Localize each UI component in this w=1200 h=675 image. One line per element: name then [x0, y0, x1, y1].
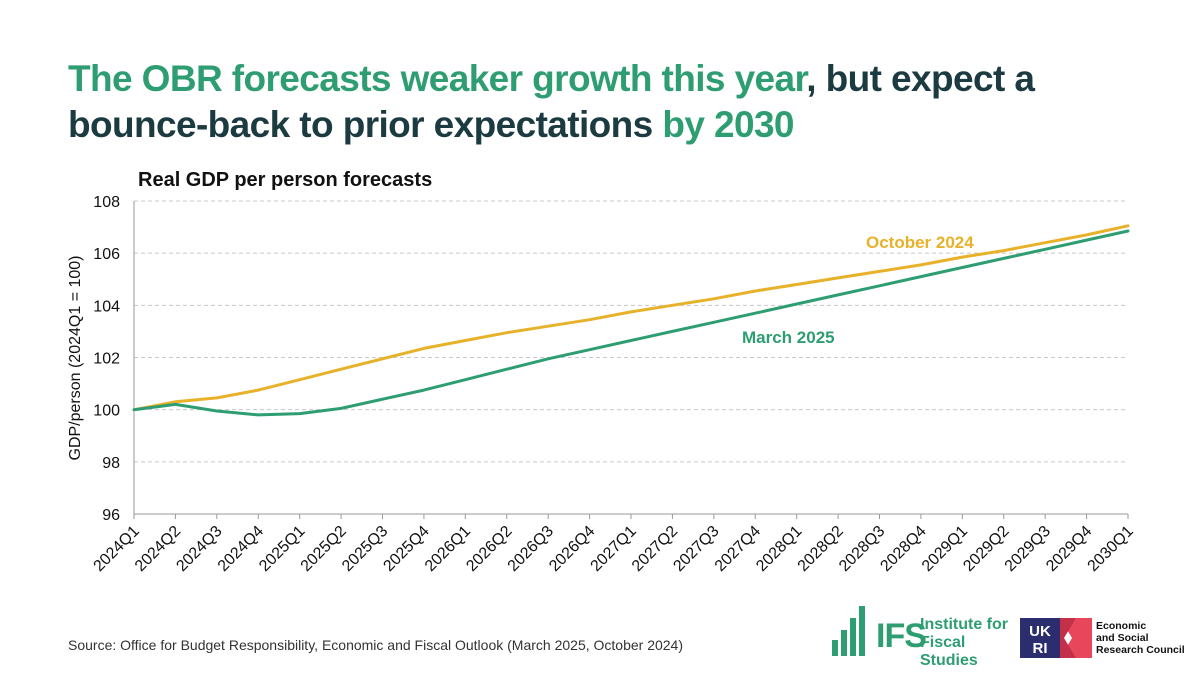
ifs-acronym: IFS — [876, 617, 927, 655]
series-label: October 2024 — [866, 233, 974, 252]
ukri-logo: UK RI — [1020, 618, 1092, 658]
y-tick-label: 96 — [102, 507, 120, 524]
headline-highlight-1: The OBR forecasts weaker growth this yea… — [68, 58, 807, 99]
y-tick-labels: 96 98 100 102 104 106 108 — [93, 194, 120, 524]
ukri-mark-line2: RI — [1033, 640, 1048, 657]
axes — [133, 201, 1129, 519]
esrc-line2: and Social — [1096, 632, 1149, 644]
grid-lines — [134, 200, 1128, 463]
x-tick-labels: 2024Q12024Q22024Q32024Q42025Q12025Q22025… — [91, 523, 1137, 575]
ifs-full-name: Institute for Fiscal Studies — [920, 616, 1020, 670]
headline-middle: , but expect a bounce-back to prior expe… — [68, 58, 1035, 145]
y-tick-label: 102 — [93, 351, 120, 368]
series-line-march-2025 — [132, 229, 1130, 417]
series-lines — [132, 224, 1130, 417]
y-axis-label: GDP/person (2024Q1 = 100) — [67, 255, 84, 460]
ifs-bars-icon — [832, 606, 865, 656]
y-tick-label: 100 — [93, 403, 120, 420]
y-tick-label: 104 — [93, 298, 120, 315]
y-tick-label: 106 — [93, 246, 120, 263]
y-tick-label: 108 — [93, 194, 120, 211]
page-headline: The OBR forecasts weaker growth this yea… — [68, 56, 1148, 148]
source-note: Source: Office for Budget Responsibility… — [68, 637, 684, 653]
series-label: March 2025 — [742, 328, 835, 347]
chart-title: Real GDP per person forecasts — [138, 169, 433, 191]
ukri-mark-line1: UK — [1029, 623, 1051, 640]
esrc-name: Economic and Social Research Council — [1096, 620, 1196, 656]
esrc-line3: Research Council — [1096, 644, 1185, 656]
ifs-name-line1: Institute for — [920, 616, 1008, 633]
x-tick-label: 2030Q1 — [1085, 523, 1137, 575]
series-line-october-2024 — [132, 224, 1130, 412]
esrc-line1: Economic — [1096, 620, 1147, 632]
headline-highlight-2: by 2030 — [662, 104, 794, 145]
ifs-name-line2: Fiscal Studies — [920, 634, 978, 669]
series-labels: October 2024 March 2025 — [742, 233, 974, 347]
y-tick-label: 98 — [102, 455, 120, 472]
